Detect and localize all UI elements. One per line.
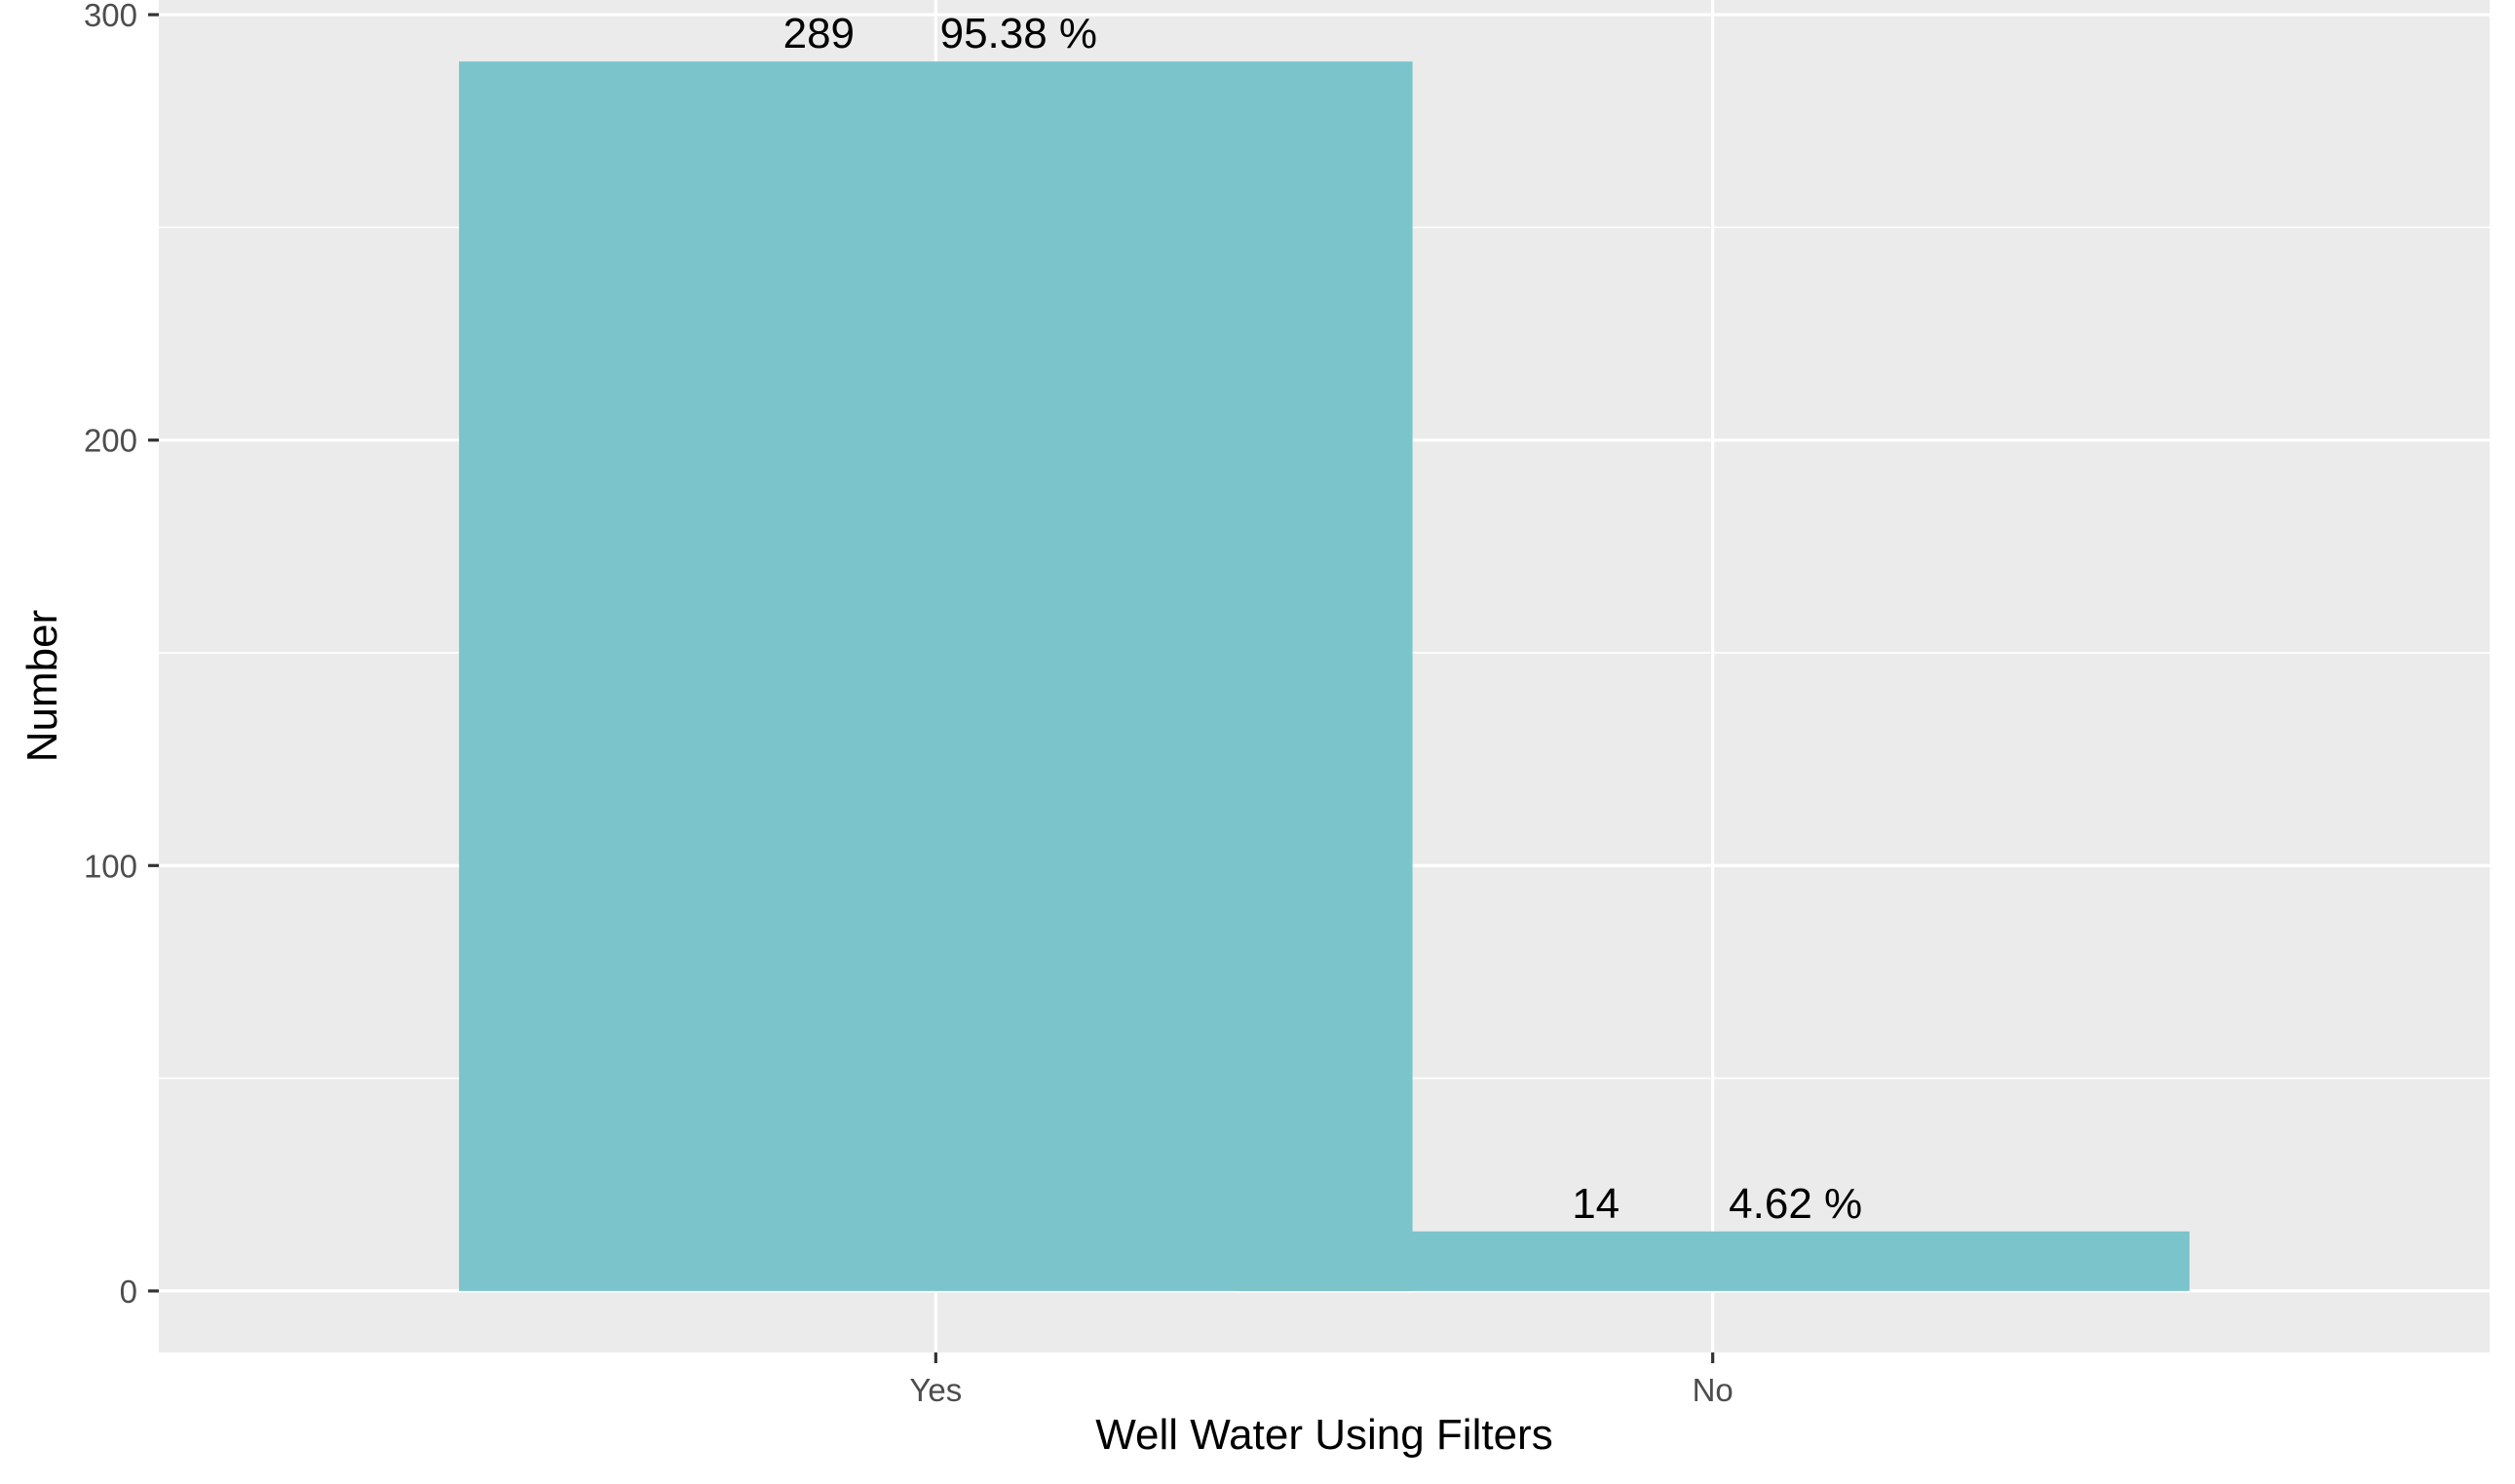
y-axis: 0 100 200 300 <box>84 0 159 1310</box>
bar-percent-label: 4.62 % <box>1729 1180 1862 1228</box>
y-axis-title: Number <box>19 610 66 763</box>
y-tick-label: 100 <box>84 848 137 884</box>
y-tick-label: 200 <box>84 423 137 459</box>
x-tick-label: No <box>1693 1372 1734 1408</box>
y-tick-label: 300 <box>84 0 137 33</box>
bar-percent-label: 95.38 % <box>940 10 1097 57</box>
bars <box>459 61 2190 1291</box>
bar-count-label: 289 <box>783 10 855 57</box>
bar-yes <box>459 61 1413 1291</box>
x-tick-label: Yes <box>909 1372 962 1408</box>
bar-no <box>1236 1231 2190 1291</box>
x-axis: Yes No <box>909 1352 1734 1408</box>
bar-labels: 289 95.38 % 14 4.62 % <box>783 10 1863 1228</box>
y-tick-label: 0 <box>120 1274 137 1310</box>
bar-count-label: 14 <box>1572 1180 1620 1228</box>
x-axis-title: Well Water Using Filters <box>1095 1411 1552 1459</box>
